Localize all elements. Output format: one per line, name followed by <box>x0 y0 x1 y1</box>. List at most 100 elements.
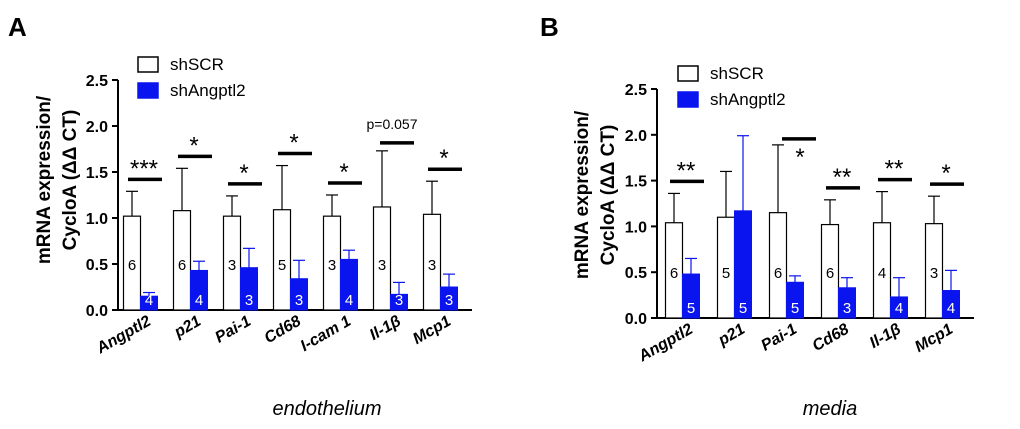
legend-label-shangptl2-b: shAngptl2 <box>710 90 786 109</box>
legend-swatch-shscr-a <box>137 56 159 73</box>
n-label-shscr: 3 <box>328 257 336 274</box>
bar-shangptl2-Il-1β <box>890 296 908 319</box>
bar-shangptl2-Mcp1 <box>440 286 458 311</box>
y-tick-label-a: 1.5 <box>86 165 108 182</box>
bar-shscr-Cd68 <box>820 223 840 319</box>
y-tick-label-b: 1.0 <box>625 219 647 236</box>
category-label-Pai-1: Pai-1 <box>758 321 800 355</box>
legend-label-shangptl2-a: shAngptl2 <box>170 81 246 100</box>
n-label-shscr: 5 <box>722 265 730 282</box>
n-label-shscr: 3 <box>930 265 938 282</box>
p-value-label: p=0.057 <box>367 116 418 132</box>
significance-stars: * <box>289 130 298 157</box>
bar-shscr-p21 <box>172 210 192 311</box>
n-label-shscr: 4 <box>878 265 886 282</box>
significance-stars: *** <box>130 155 158 182</box>
n-label-shangptl2: 4 <box>947 300 955 317</box>
bar-shscr-Il-1β <box>372 206 392 311</box>
significance-stars: ** <box>885 156 904 183</box>
n-label-shangptl2: 3 <box>295 292 303 309</box>
bar-shscr-Cd68 <box>272 209 292 311</box>
n-label-shangptl2: 3 <box>395 292 403 309</box>
n-label-shangptl2: 4 <box>345 292 353 309</box>
legend-swatch-shscr-b <box>677 65 699 82</box>
legend-label-shscr-b: shSCR <box>710 64 764 83</box>
bar-shangptl2-Angptl2 <box>140 295 158 311</box>
n-label-shscr: 6 <box>178 257 186 274</box>
y-tick-label-a: 1.0 <box>86 211 108 228</box>
n-label-shangptl2: 3 <box>245 292 253 309</box>
y-axis-label-line2-a: CycloA (ΔΔ CT) <box>60 110 81 251</box>
bar-shangptl2-p21 <box>190 269 208 311</box>
y-axis-label-line1-a: mRNA expression/ <box>34 95 55 264</box>
n-label-shangptl2: 4 <box>895 300 903 317</box>
bar-shangptl2-Cd68 <box>838 287 856 319</box>
bar-shscr-Pai-1 <box>222 215 242 311</box>
y-tick-label-a: 2.5 <box>86 73 108 90</box>
y-tick-label-b: 2.0 <box>625 128 647 145</box>
category-label-Pai-1: Pai-1 <box>212 313 254 347</box>
significance-stars: ** <box>833 164 852 191</box>
legend-swatch-shangptl2-b <box>677 91 699 108</box>
significance-stars: ** <box>677 157 696 184</box>
category-label-p21: p21 <box>715 321 748 350</box>
category-label-Mcp1: Mcp1 <box>410 313 454 348</box>
significance-stars: * <box>339 159 348 186</box>
bar-shangptl2-Il-1β <box>390 293 408 311</box>
bar-shangptl2-Cd68 <box>290 278 308 311</box>
bar-shscr-Pai-1 <box>768 212 788 319</box>
n-label-shangptl2: 5 <box>791 300 799 317</box>
bar-shangptl2-Pai-1 <box>786 281 804 319</box>
y-tick-label-b: 0.5 <box>625 265 647 282</box>
y-axis-label-line2-b: CycloA (ΔΔ CT) <box>598 125 619 266</box>
n-label-shangptl2: 5 <box>687 300 695 317</box>
bar-shscr-Mcp1 <box>422 213 442 311</box>
y-axis-label-line1-b: mRNA expression/ <box>572 110 593 279</box>
n-label-shscr: 6 <box>128 257 136 274</box>
significance-stars: * <box>439 145 448 172</box>
y-tick-label-b: 1.5 <box>625 174 647 191</box>
n-label-shscr: 3 <box>428 257 436 274</box>
bar-shscr-Il-1β <box>872 222 892 319</box>
y-tick-label-a: 0.5 <box>86 257 108 274</box>
panel-b: B 0.0 0.5 1.0 1.5 2.0 2.5 mRNA expression/Cycl… <box>540 12 974 420</box>
significance-stars: * <box>189 132 198 159</box>
n-label-shangptl2: 3 <box>445 292 453 309</box>
n-label-shscr: 5 <box>278 257 286 274</box>
significance-stars: * <box>795 144 804 171</box>
x-axis-label-a: endothelium <box>273 398 382 420</box>
bar-shangptl2-p21 <box>734 210 752 319</box>
bar-shscr-Mcp1 <box>924 223 944 319</box>
panel-a: A 0.0 0.5 1.0 1.5 2.0 2.5 mRNA expression/Cycl… <box>8 12 472 420</box>
n-label-shangptl2: 4 <box>145 292 153 309</box>
y-tick-label-a: 0.0 <box>86 303 108 320</box>
y-tick-label-a: 2.0 <box>86 119 108 136</box>
n-label-shscr: 6 <box>670 265 678 282</box>
n-label-shangptl2: 5 <box>739 300 747 317</box>
category-label-Mcp1: Mcp1 <box>912 321 956 356</box>
n-label-shangptl2: 3 <box>843 300 851 317</box>
n-label-shscr: 3 <box>228 257 236 274</box>
bar-shangptl2-I-cam 1 <box>340 258 358 311</box>
n-label-shangptl2: 4 <box>195 292 203 309</box>
panel-b-letter: B <box>540 12 559 42</box>
significance-stars: * <box>239 160 248 187</box>
category-label-Il-1β: Il-1β <box>367 313 404 344</box>
n-label-shscr: 6 <box>826 265 834 282</box>
legend-swatch-shangptl2-a <box>137 82 159 99</box>
y-tick-label-b: 0.0 <box>625 311 647 328</box>
category-label-I-cam 1: I-cam 1 <box>298 313 354 355</box>
legend-label-shscr-a: shSCR <box>170 55 224 74</box>
panel-a-letter: A <box>8 12 27 42</box>
bar-shangptl2-Pai-1 <box>240 267 258 311</box>
category-label-Il-1β: Il-1β <box>867 321 904 352</box>
bar-shscr-Angptl2 <box>122 215 142 311</box>
category-label-Cd68: Cd68 <box>810 321 852 355</box>
bar-shangptl2-Mcp1 <box>942 290 960 319</box>
significance-stars: * <box>941 160 950 187</box>
n-label-shscr: 3 <box>378 257 386 274</box>
bar-shscr-Angptl2 <box>664 222 684 319</box>
category-label-p21: p21 <box>171 313 204 342</box>
bar-shangptl2-Angptl2 <box>682 273 700 319</box>
